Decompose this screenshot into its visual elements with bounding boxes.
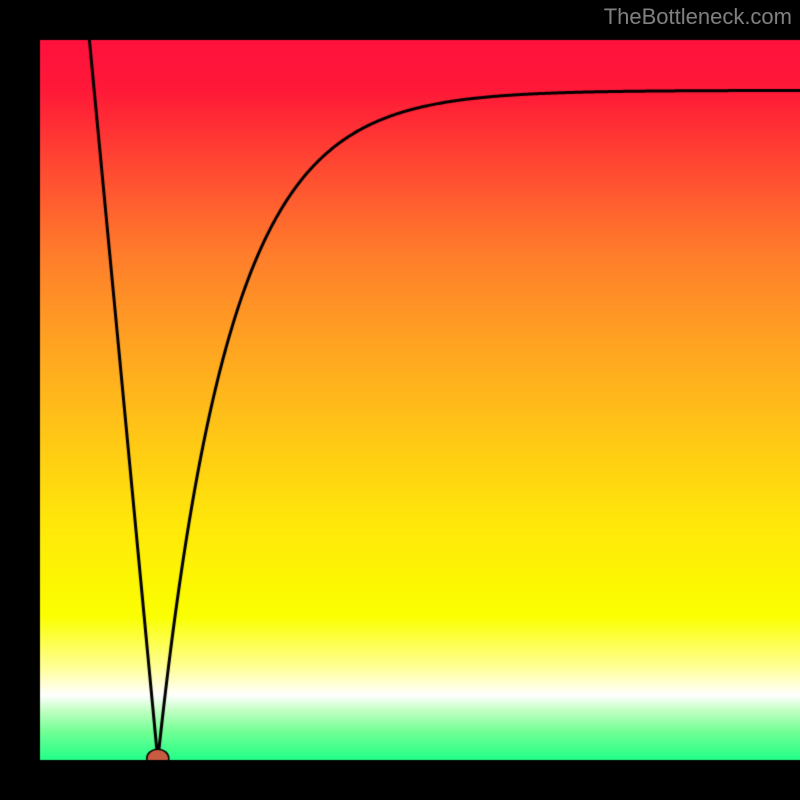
watermark-text: TheBottleneck.com — [604, 4, 792, 30]
bottleneck-chart — [0, 0, 800, 800]
chart-container: TheBottleneck.com — [0, 0, 800, 800]
